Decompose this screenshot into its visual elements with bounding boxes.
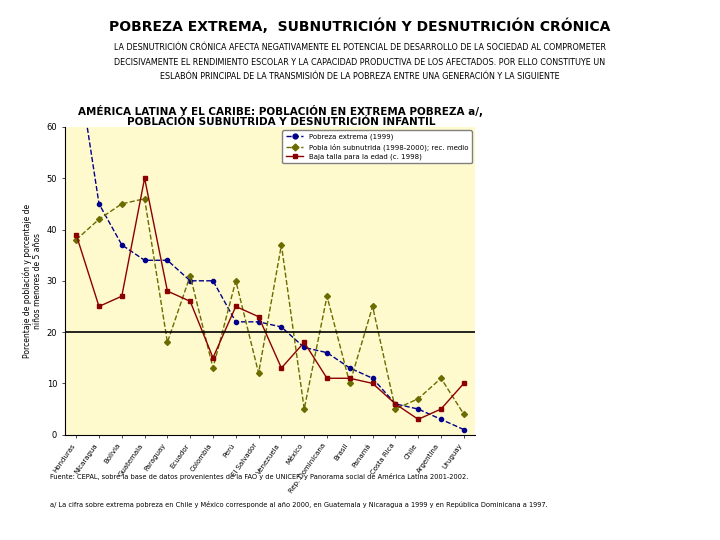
Text: a/ La cifra sobre extrema pobreza en Chile y México corresponde al año 2000, en : a/ La cifra sobre extrema pobreza en Chi…	[50, 501, 548, 508]
Text: POBREZA EXTREMA,  SUBNUTRICIÓN Y DESNUTRICIÓN CRÓNICA: POBREZA EXTREMA, SUBNUTRICIÓN Y DESNUTRI…	[109, 19, 611, 35]
Text: POBLACIÓN SUBNUTRIDA Y DESNUTRICIÓN INFANTIL: POBLACIÓN SUBNUTRIDA Y DESNUTRICIÓN INFA…	[127, 117, 435, 127]
Text: Al finalizar los años noventa,
en América Latina
18.5% de la población era
extre: Al finalizar los años noventa, en Améric…	[539, 136, 663, 255]
Legend: Pobreza extrema (1999), Pobla ión subnutrida (1998-2000); rec. medio, Baja talla: Pobreza extrema (1999), Pobla ión subnut…	[282, 130, 472, 164]
Y-axis label: Porcentaje de población y porcentaje de
niños menores de 5 años: Porcentaje de población y porcentaje de …	[22, 204, 42, 358]
Text: AMÉRICA LATINA Y EL CARIBE: POBLACIÓN EN EXTREMA POBREZA a/,: AMÉRICA LATINA Y EL CARIBE: POBLACIÓN EN…	[78, 105, 483, 117]
Text: LA DESNUTRICIÓN CRÓNICA AFECTA NEGATIVAMENTE EL POTENCIAL DE DESARROLLO DE LA SO: LA DESNUTRICIÓN CRÓNICA AFECTA NEGATIVAM…	[114, 43, 606, 52]
Text: ESLABÓN PRINCIPAL DE LA TRANSMISIÓN DE LA POBREZA ENTRE UNA GENERACIÓN Y LA SIGU: ESLABÓN PRINCIPAL DE LA TRANSMISIÓN DE L…	[160, 72, 560, 82]
Text: DECISIVAMENTE EL RENDIMIENTO ESCOLAR Y LA CAPACIDAD PRODUCTIVA DE LOS AFECTADOS.: DECISIVAMENTE EL RENDIMIENTO ESCOLAR Y L…	[114, 58, 606, 67]
Text: * Requerimiento medio, alrededor  de
2100 kcal/pc/día como promedio
simple para : * Requerimiento medio, alrededor de 2100…	[536, 357, 667, 379]
Text: Fuente: CEPAL, sobre la base de datos provenientes de la FAO y de UNICEF, y Pano: Fuente: CEPAL, sobre la base de datos pr…	[50, 472, 469, 480]
